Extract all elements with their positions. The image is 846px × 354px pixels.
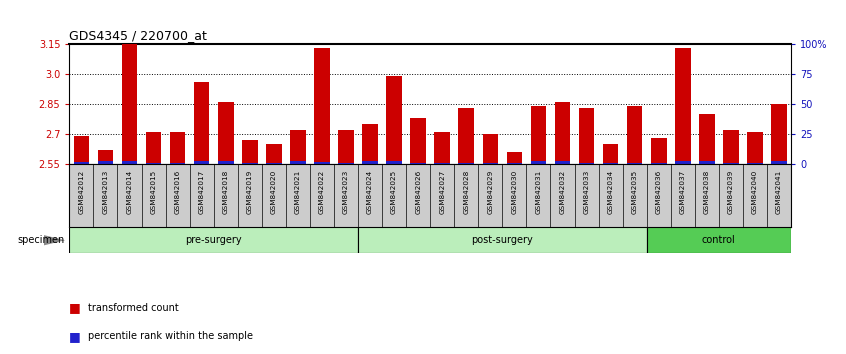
Text: specimen: specimen xyxy=(18,235,65,245)
Bar xyxy=(122,44,137,164)
Text: pre-surgery: pre-surgery xyxy=(185,235,242,245)
Bar xyxy=(146,132,162,164)
Bar xyxy=(555,161,570,164)
Text: GSM842038: GSM842038 xyxy=(704,170,710,214)
Bar xyxy=(772,161,787,164)
Text: GSM842035: GSM842035 xyxy=(632,170,638,214)
Text: GSM842028: GSM842028 xyxy=(464,170,470,214)
Bar xyxy=(387,76,402,164)
Text: GSM842022: GSM842022 xyxy=(319,170,325,214)
Text: GSM842023: GSM842023 xyxy=(343,170,349,214)
Text: GSM842036: GSM842036 xyxy=(656,170,662,214)
Text: GSM842037: GSM842037 xyxy=(680,170,686,214)
Text: GSM842040: GSM842040 xyxy=(752,170,758,214)
Bar xyxy=(651,138,667,164)
Bar xyxy=(362,124,378,164)
Text: GSM842015: GSM842015 xyxy=(151,170,157,214)
Text: GSM842034: GSM842034 xyxy=(607,170,613,214)
Bar xyxy=(459,108,474,164)
Text: transformed count: transformed count xyxy=(88,303,179,313)
Text: GSM842025: GSM842025 xyxy=(391,170,397,214)
Bar xyxy=(242,141,257,164)
Text: GSM842018: GSM842018 xyxy=(222,170,228,214)
Bar xyxy=(74,136,89,164)
Text: GSM842021: GSM842021 xyxy=(295,170,301,214)
Bar xyxy=(555,102,570,164)
Bar xyxy=(194,161,210,164)
Text: GSM842027: GSM842027 xyxy=(439,170,445,214)
Bar xyxy=(97,161,113,164)
Bar xyxy=(507,153,522,164)
Text: percentile rank within the sample: percentile rank within the sample xyxy=(88,331,253,341)
Text: ■: ■ xyxy=(69,330,81,343)
Bar xyxy=(699,114,715,164)
Bar xyxy=(772,104,787,164)
Text: GSM842014: GSM842014 xyxy=(127,170,133,214)
Bar xyxy=(579,108,595,164)
Text: GSM842019: GSM842019 xyxy=(247,170,253,214)
Text: control: control xyxy=(702,235,736,245)
Text: GSM842032: GSM842032 xyxy=(559,170,565,214)
Bar xyxy=(194,82,210,164)
Bar xyxy=(434,132,450,164)
Bar xyxy=(170,132,185,164)
Text: GSM842013: GSM842013 xyxy=(102,170,108,214)
Bar xyxy=(266,144,282,164)
Bar xyxy=(530,161,547,164)
Bar xyxy=(362,161,378,164)
Bar xyxy=(290,130,305,164)
Bar xyxy=(122,161,137,164)
Text: GSM842029: GSM842029 xyxy=(487,170,493,214)
Text: GSM842017: GSM842017 xyxy=(199,170,205,214)
Text: ■: ■ xyxy=(69,302,81,314)
Bar xyxy=(218,161,233,164)
Text: GSM842024: GSM842024 xyxy=(367,170,373,214)
Text: GSM842012: GSM842012 xyxy=(79,170,85,214)
Bar xyxy=(387,161,402,164)
Text: GSM842031: GSM842031 xyxy=(536,170,541,214)
Bar xyxy=(358,227,646,253)
Bar xyxy=(314,162,330,164)
Bar xyxy=(675,161,690,164)
Bar xyxy=(482,135,498,164)
Bar xyxy=(218,102,233,164)
Text: post-surgery: post-surgery xyxy=(471,235,533,245)
Text: GSM842041: GSM842041 xyxy=(776,170,782,214)
Bar xyxy=(97,150,113,164)
Bar xyxy=(314,48,330,164)
Text: GSM842020: GSM842020 xyxy=(271,170,277,214)
Text: GSM842016: GSM842016 xyxy=(174,170,180,214)
Bar xyxy=(530,106,547,164)
Bar xyxy=(627,106,642,164)
Bar xyxy=(723,130,739,164)
Bar xyxy=(290,161,305,164)
Bar xyxy=(74,162,89,164)
Bar xyxy=(603,144,618,164)
Text: GSM842033: GSM842033 xyxy=(584,170,590,214)
Bar xyxy=(747,132,763,164)
Text: GDS4345 / 220700_at: GDS4345 / 220700_at xyxy=(69,29,207,42)
Bar xyxy=(646,227,791,253)
Text: GSM842026: GSM842026 xyxy=(415,170,421,214)
Bar xyxy=(675,48,690,164)
Polygon shape xyxy=(44,235,65,245)
Bar xyxy=(69,227,358,253)
Bar xyxy=(410,118,426,164)
Text: GSM842030: GSM842030 xyxy=(511,170,518,214)
Bar xyxy=(699,161,715,164)
Bar xyxy=(338,130,354,164)
Text: GSM842039: GSM842039 xyxy=(728,170,733,214)
